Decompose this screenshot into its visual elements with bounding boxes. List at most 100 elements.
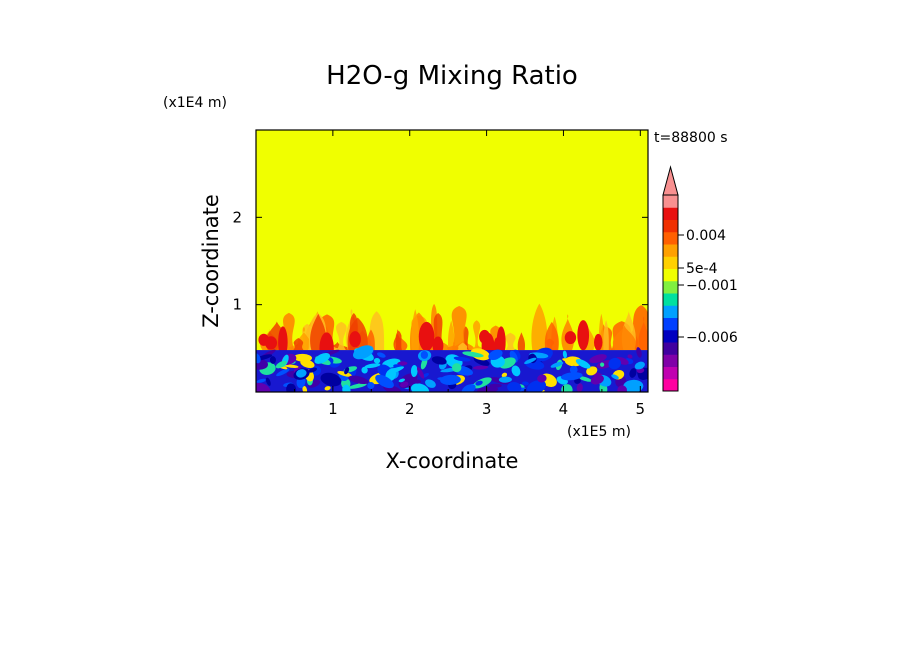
plot-frame [255, 129, 649, 393]
y-axis-label: Z-coordinate [199, 194, 223, 328]
lower-layer-patch [472, 365, 489, 370]
lower-layer-patch [398, 378, 405, 383]
lower-layer-patch [411, 383, 430, 392]
x-tick-label: 4 [559, 400, 569, 418]
lower-layer-patch [634, 361, 645, 370]
plume-patch [544, 321, 559, 351]
lower-layer-patch [453, 356, 471, 362]
plume-core [278, 326, 288, 358]
lower-layer-patch [501, 372, 508, 378]
lower-layer-patch [537, 374, 547, 383]
lower-layer-patch [521, 381, 529, 386]
time-label: t=88800 s [654, 130, 728, 146]
lower-layer-patch [276, 368, 290, 377]
x-axis-ticks: 1 2 3 4 5 [293, 130, 646, 418]
lower-layer-patch [397, 361, 408, 366]
colorbar-segment [663, 366, 678, 380]
plume-patch [367, 329, 375, 351]
plume-core [496, 326, 506, 358]
plume-core [594, 333, 603, 351]
lower-layer-patch [507, 382, 522, 392]
lower-layer-patch [562, 358, 579, 364]
lower-layer-patch [575, 359, 591, 369]
lower-layer-patch [342, 384, 351, 392]
lower-layer-patch [344, 367, 350, 375]
colorbar: 0.004 5e-4−0.001 −0.006 [662, 165, 738, 392]
colorbar-segment [663, 293, 678, 306]
x-tick-label: 3 [482, 400, 492, 418]
lower-layer-patch [348, 375, 369, 385]
lower-layer-patch [617, 385, 627, 392]
plume-patch [293, 338, 304, 351]
plume-core [577, 320, 590, 351]
lower-layer [256, 345, 648, 392]
lower-layer-patch [400, 381, 409, 388]
colorbar-frame [662, 194, 679, 392]
chart-title: H2O-g Mixing Ratio [326, 61, 578, 91]
colorbar-label: −0.001 [686, 278, 738, 294]
colorbar-segment [663, 268, 678, 282]
x-tick-label: 5 [636, 400, 646, 418]
lower-layer-patch [348, 383, 367, 389]
lower-layer-patch [578, 376, 592, 382]
lower-layer-patch [353, 345, 374, 360]
lower-layer-patch [300, 359, 315, 369]
y-tick-label: 1 [232, 296, 242, 314]
lower-layer-patch [324, 386, 331, 391]
plume-patch [517, 332, 526, 351]
plume-patch [638, 316, 648, 351]
colorbar-segment [663, 317, 678, 331]
colorbar-label: 0.004 [686, 228, 726, 244]
x-unit-label: (x1E5 m) [567, 424, 631, 440]
colorbar-segment [663, 280, 678, 294]
lower-layer-patch [488, 349, 503, 361]
x-axis-label: X-coordinate [386, 449, 519, 473]
colorbar-label: −0.006 [686, 330, 738, 346]
lower-layer-patch [586, 366, 598, 376]
plume-patch [505, 332, 516, 351]
plume-core [264, 336, 278, 350]
lower-layer-patch [576, 383, 583, 392]
lower-layer-patch [489, 383, 502, 388]
colorbar-segment [663, 231, 678, 245]
lower-layer-patch [462, 351, 484, 358]
plume-core [349, 331, 361, 348]
plume-patch [473, 320, 481, 351]
lower-layer-patch [314, 353, 331, 364]
lower-layer-patch [410, 364, 418, 378]
colorbar-segment [663, 329, 678, 343]
lower-layer-patch [569, 365, 578, 374]
colorbar-segment [663, 207, 678, 220]
colorbar-segment [663, 244, 678, 257]
y-unit-label: (x1E4 m) [163, 95, 227, 111]
lower-layer-patch [308, 367, 318, 373]
lower-layer-patch [627, 354, 633, 359]
lower-layer-patch [611, 374, 619, 380]
plume-patch [395, 330, 402, 351]
plume-patch [336, 321, 347, 351]
plume-core [418, 321, 435, 352]
lower-layer-patch [420, 350, 429, 359]
lower-layer-patch [524, 357, 537, 365]
plume-patch [612, 325, 636, 351]
lower-layer-patch [375, 374, 394, 389]
colorbar-segment [663, 256, 678, 269]
lower-layer-patch [599, 362, 605, 367]
plume-patch [451, 305, 467, 351]
lower-layer-patch [526, 380, 547, 392]
lower-layer-patch [560, 372, 583, 381]
lower-layer-patch [373, 357, 381, 364]
plume-patch [411, 309, 420, 351]
lower-layer-patch [589, 354, 607, 364]
colorbar-segment [663, 219, 678, 233]
lower-layer-patch [256, 382, 271, 392]
plot-area [255, 129, 649, 393]
lower-layer-patch [636, 347, 642, 358]
x-tick-label: 1 [328, 400, 338, 418]
lower-layer-patch [623, 379, 644, 392]
lower-layer-patch [511, 365, 521, 377]
colorbar-segment [663, 195, 678, 208]
lower-layer-patch [296, 369, 307, 378]
colorbar-extension [662, 165, 679, 196]
x-tick-label: 2 [405, 400, 415, 418]
